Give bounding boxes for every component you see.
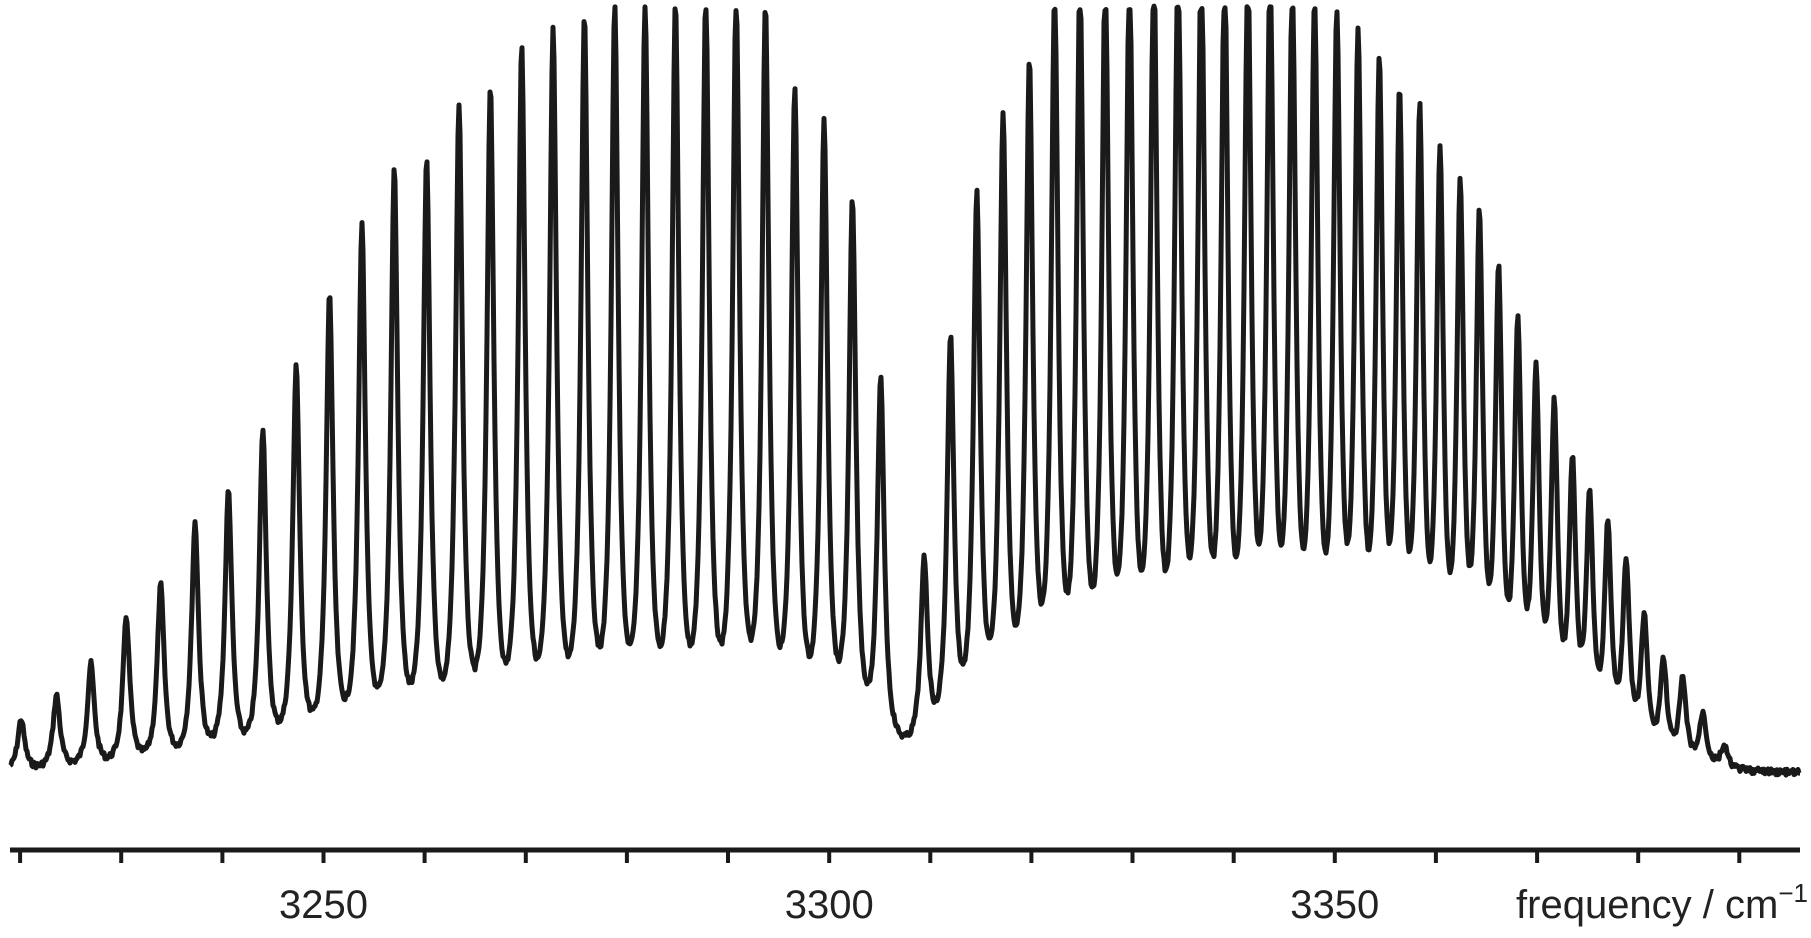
x-axis-title-superscript: −1 (1778, 878, 1808, 908)
x-axis-ticks (18, 850, 1742, 863)
x-axis-title: frequency / cm−1 (1516, 878, 1808, 927)
x-tick-label: 3350 (1290, 883, 1379, 927)
x-axis-tick-labels: 3250 3300 3350 (279, 883, 1379, 927)
spectrum-line (8, 3, 1802, 778)
x-tick-label: 3300 (785, 883, 874, 927)
x-tick-label: 3250 (279, 883, 368, 927)
spectrum-trace-layer (8, 3, 1802, 778)
